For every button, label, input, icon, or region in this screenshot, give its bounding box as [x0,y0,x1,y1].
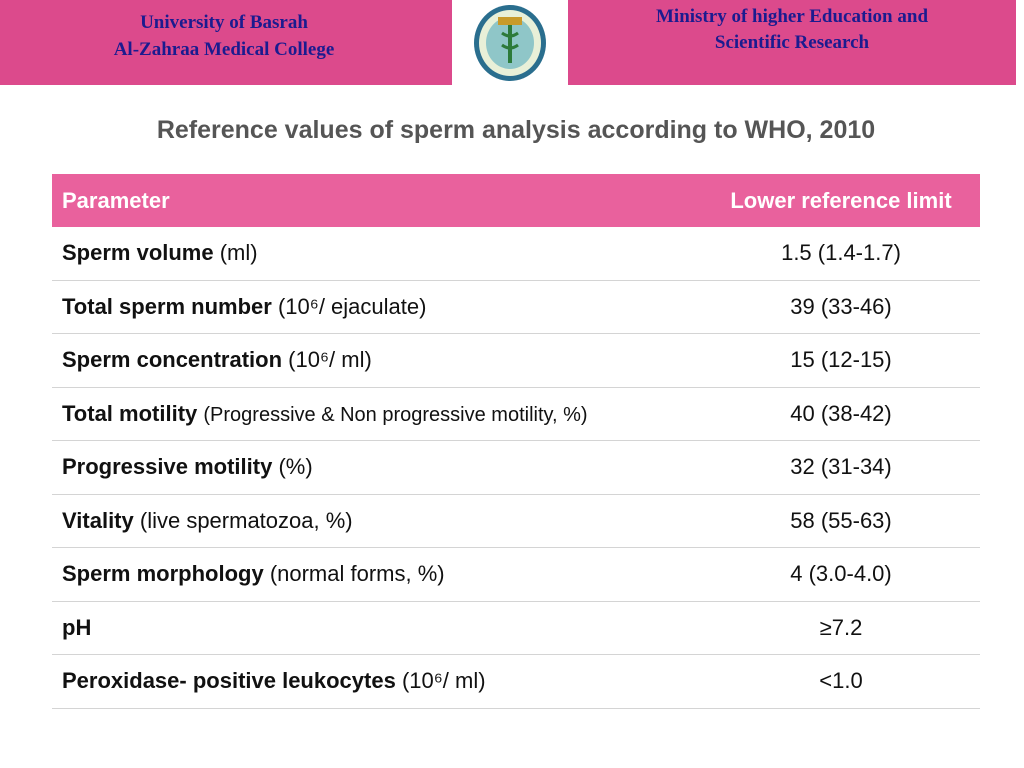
parameter-cell: Vitality (live spermatozoa, %) [52,508,702,534]
parameter-cell: Sperm morphology (normal forms, %) [52,561,702,587]
table-row: Peroxidase- positive leukocytes (10⁶/ ml… [52,655,980,709]
parameter-unit: (live spermatozoa, %) [139,507,353,533]
limit-cell: 32 (31-34) [790,454,892,480]
parameter-unit: (normal forms, %) [269,561,445,587]
title: Reference values of sperm analysis accor… [156,116,876,144]
table-header: Parameter Lower reference limit [52,174,980,227]
header-right: Ministry of higher Education and Scienti… [568,0,1016,85]
parameter-cell: Progressive motility (%) [52,454,702,480]
limit-cell: 15 (12-15) [790,347,892,373]
logo [474,5,546,81]
parameter-name: Sperm morphology [62,561,264,587]
table-row: Sperm morphology (normal forms, %) 4 (3.0… [52,548,980,602]
parameter-name: pH [62,614,92,640]
header-line: Ministry of higher Education and [655,6,929,27]
parameter-name: Total motility [62,400,198,426]
parameter-name: Peroxidase- positive leukocytes [62,668,396,694]
table-row: Vitality (live spermatozoa, %) 58 (55-63) [52,495,980,548]
table-row: Total sperm number (10⁶/ ejaculate) 39 (3… [52,281,980,334]
parameter-unit: (ml) [219,240,258,266]
parameter-cell: Total motility (Progressive & Non progre… [52,401,702,427]
column-header: Lower reference limit [730,187,952,213]
parameter-cell: Total sperm number (10⁶/ ejaculate) [52,294,702,320]
table-row: Sperm volume (ml) 1.5 (1.4-1.7) [52,227,980,281]
parameter-name: Total sperm number [62,293,272,319]
parameter-cell: Peroxidase- positive leukocytes (10⁶/ ml… [52,668,702,694]
parameter-name: Progressive motility [62,454,273,480]
parameter-unit: (10⁶/ ml) [288,347,372,373]
parameter-name: Sperm concentration [62,347,283,373]
limit-cell: 40 (38-42) [790,400,892,426]
limit-cell: 1.5 (1.4-1.7) [781,240,901,266]
table: Parameter Lower reference limit Sperm vo… [52,174,980,709]
limit-cell: 4 (3.0-4.0) [790,561,892,587]
parameter-name: Sperm volume [62,240,214,266]
header-line: Al-Zahraa Medical College [113,39,335,60]
parameter-cell: pH [52,615,702,641]
table-row: Progressive motility (%) 32 (31-34) [52,441,980,495]
limit-cell: ≥7.2 [819,614,863,640]
limit-cell: 39 (33-46) [790,293,892,319]
limit-cell: 58 (55-63) [790,507,892,533]
header-line: Scientific Research [714,32,870,53]
table-row: Total motility (Progressive & Non progre… [52,388,980,441]
table-row: Sperm concentration (10⁶/ ml) 15 (12-15) [52,334,980,388]
limit-cell: <1.0 [819,668,863,694]
parameter-unit: (10⁶/ ejaculate) [277,293,427,319]
parameter-cell: Sperm volume (ml) [52,240,702,266]
header-line: University of Basrah [140,12,308,33]
parameter-cell: Sperm concentration (10⁶/ ml) [52,347,702,373]
parameter-unit: (Progressive & Non progressive motility,… [203,403,588,426]
parameter-unit: (10⁶/ ml) [401,668,486,694]
column-header: Parameter [62,187,170,213]
parameter-unit: (%) [278,454,313,480]
header-left: University of Basrah Al-Zahraa Medical C… [0,0,452,85]
parameter-name: Vitality [62,507,134,533]
table-row: pH ≥7.2 [52,602,980,655]
